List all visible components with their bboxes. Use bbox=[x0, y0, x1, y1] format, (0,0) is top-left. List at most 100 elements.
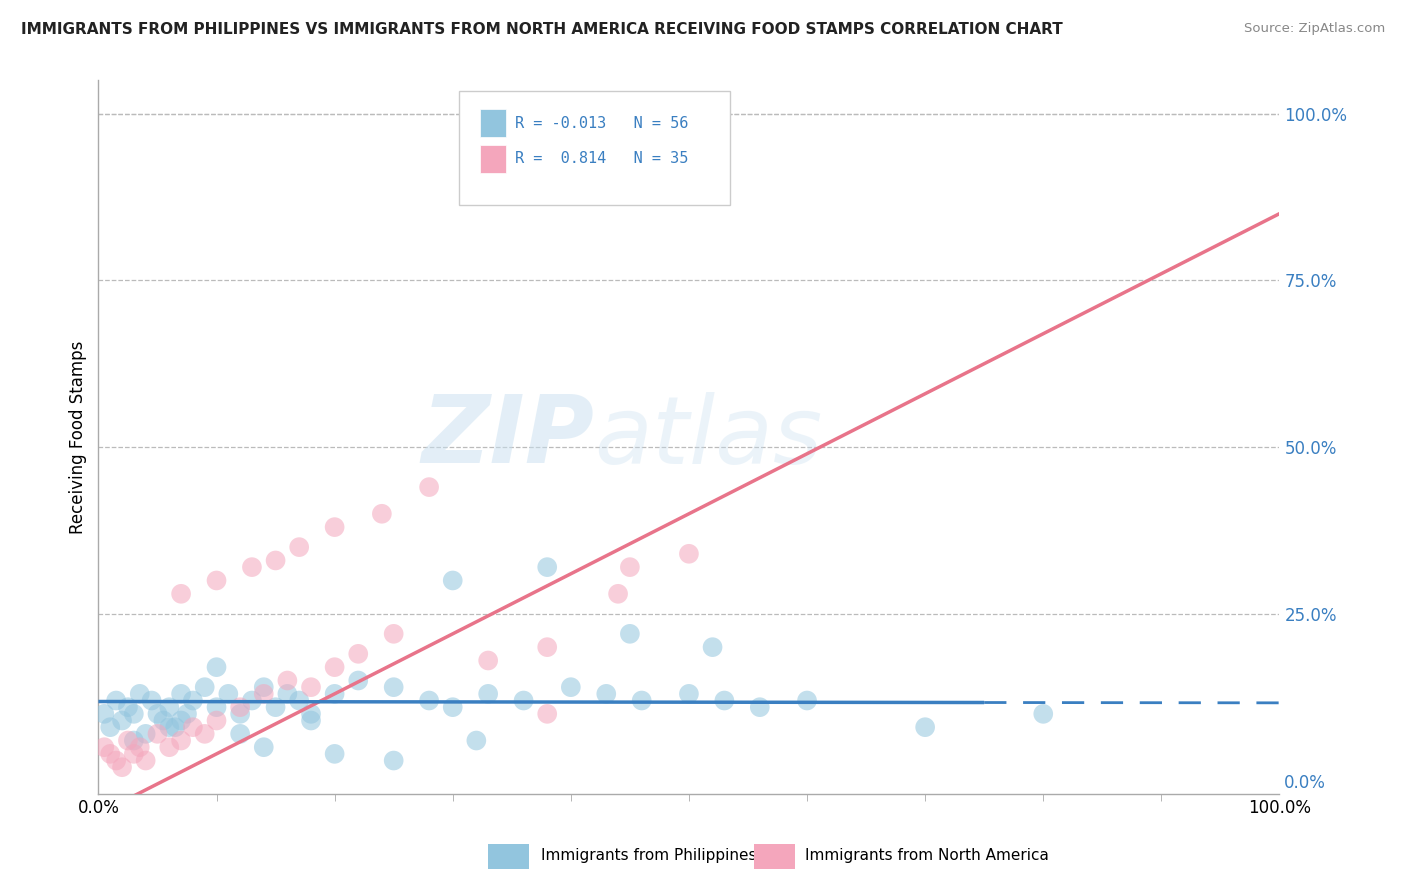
Point bbox=[713, 693, 735, 707]
Point bbox=[229, 706, 252, 721]
Point bbox=[152, 714, 174, 728]
Text: ZIP: ZIP bbox=[422, 391, 595, 483]
Point bbox=[323, 520, 346, 534]
FancyBboxPatch shape bbox=[488, 844, 530, 869]
Point bbox=[135, 727, 157, 741]
Point bbox=[170, 587, 193, 601]
Point bbox=[205, 714, 228, 728]
Point bbox=[536, 706, 558, 721]
Point bbox=[276, 687, 298, 701]
Point bbox=[288, 540, 311, 554]
Point bbox=[98, 747, 121, 761]
Point bbox=[253, 687, 276, 701]
Point bbox=[181, 693, 204, 707]
FancyBboxPatch shape bbox=[479, 109, 506, 137]
Point bbox=[264, 553, 287, 567]
Point bbox=[205, 700, 228, 714]
Point bbox=[205, 574, 228, 588]
Point bbox=[299, 714, 322, 728]
Point bbox=[323, 747, 346, 761]
FancyBboxPatch shape bbox=[458, 91, 730, 205]
Point bbox=[323, 687, 346, 701]
Point bbox=[135, 754, 157, 768]
Point bbox=[382, 627, 405, 641]
Point bbox=[796, 693, 818, 707]
Point bbox=[264, 700, 287, 714]
Point bbox=[122, 747, 145, 761]
Text: R =  0.814   N = 35: R = 0.814 N = 35 bbox=[516, 152, 689, 166]
Point bbox=[702, 640, 724, 655]
Text: IMMIGRANTS FROM PHILIPPINES VS IMMIGRANTS FROM NORTH AMERICA RECEIVING FOOD STAM: IMMIGRANTS FROM PHILIPPINES VS IMMIGRANT… bbox=[21, 22, 1063, 37]
Point bbox=[157, 720, 180, 734]
Point bbox=[678, 687, 700, 701]
Point bbox=[299, 680, 322, 694]
Point bbox=[181, 720, 204, 734]
Point bbox=[146, 706, 169, 721]
Point bbox=[122, 706, 145, 721]
Point bbox=[170, 687, 193, 701]
Text: atlas: atlas bbox=[595, 392, 823, 483]
Point bbox=[194, 727, 217, 741]
Point bbox=[165, 720, 187, 734]
Point bbox=[536, 640, 558, 655]
Point bbox=[347, 647, 370, 661]
Point bbox=[105, 754, 128, 768]
Point bbox=[748, 700, 770, 714]
Text: Source: ZipAtlas.com: Source: ZipAtlas.com bbox=[1244, 22, 1385, 36]
Point bbox=[418, 480, 440, 494]
Point bbox=[347, 673, 370, 688]
Point bbox=[1032, 706, 1054, 721]
Point bbox=[194, 680, 217, 694]
Point bbox=[93, 706, 115, 721]
Point bbox=[630, 693, 652, 707]
Point bbox=[619, 560, 641, 574]
Point bbox=[299, 706, 322, 721]
Point bbox=[176, 706, 198, 721]
Point bbox=[240, 560, 263, 574]
FancyBboxPatch shape bbox=[479, 145, 506, 173]
Point bbox=[382, 754, 405, 768]
Point bbox=[229, 700, 252, 714]
Point bbox=[382, 680, 405, 694]
Point bbox=[105, 693, 128, 707]
Point bbox=[98, 720, 121, 734]
Point bbox=[205, 660, 228, 674]
Point bbox=[157, 700, 180, 714]
Point bbox=[323, 660, 346, 674]
Point bbox=[441, 700, 464, 714]
Point bbox=[117, 700, 139, 714]
Point bbox=[678, 547, 700, 561]
Point bbox=[157, 740, 180, 755]
Point bbox=[560, 680, 582, 694]
Point bbox=[128, 687, 150, 701]
Point bbox=[595, 687, 617, 701]
Point bbox=[170, 733, 193, 747]
FancyBboxPatch shape bbox=[754, 844, 796, 869]
Text: Immigrants from North America: Immigrants from North America bbox=[804, 848, 1049, 863]
Point bbox=[477, 687, 499, 701]
Y-axis label: Receiving Food Stamps: Receiving Food Stamps bbox=[69, 341, 87, 533]
Point bbox=[512, 693, 534, 707]
Point bbox=[122, 733, 145, 747]
Point bbox=[465, 733, 488, 747]
Point bbox=[536, 560, 558, 574]
Point bbox=[128, 740, 150, 755]
Point bbox=[117, 733, 139, 747]
Point bbox=[229, 727, 252, 741]
Point bbox=[217, 687, 239, 701]
Point bbox=[111, 714, 134, 728]
Point bbox=[914, 720, 936, 734]
Point bbox=[93, 740, 115, 755]
Point bbox=[111, 760, 134, 774]
Text: Immigrants from Philippines: Immigrants from Philippines bbox=[541, 848, 756, 863]
Point bbox=[607, 587, 630, 601]
Point bbox=[441, 574, 464, 588]
Point bbox=[146, 727, 169, 741]
Point bbox=[276, 673, 298, 688]
Point bbox=[253, 680, 276, 694]
Point bbox=[619, 627, 641, 641]
Point bbox=[371, 507, 394, 521]
Point bbox=[288, 693, 311, 707]
Point bbox=[418, 693, 440, 707]
Point bbox=[240, 693, 263, 707]
